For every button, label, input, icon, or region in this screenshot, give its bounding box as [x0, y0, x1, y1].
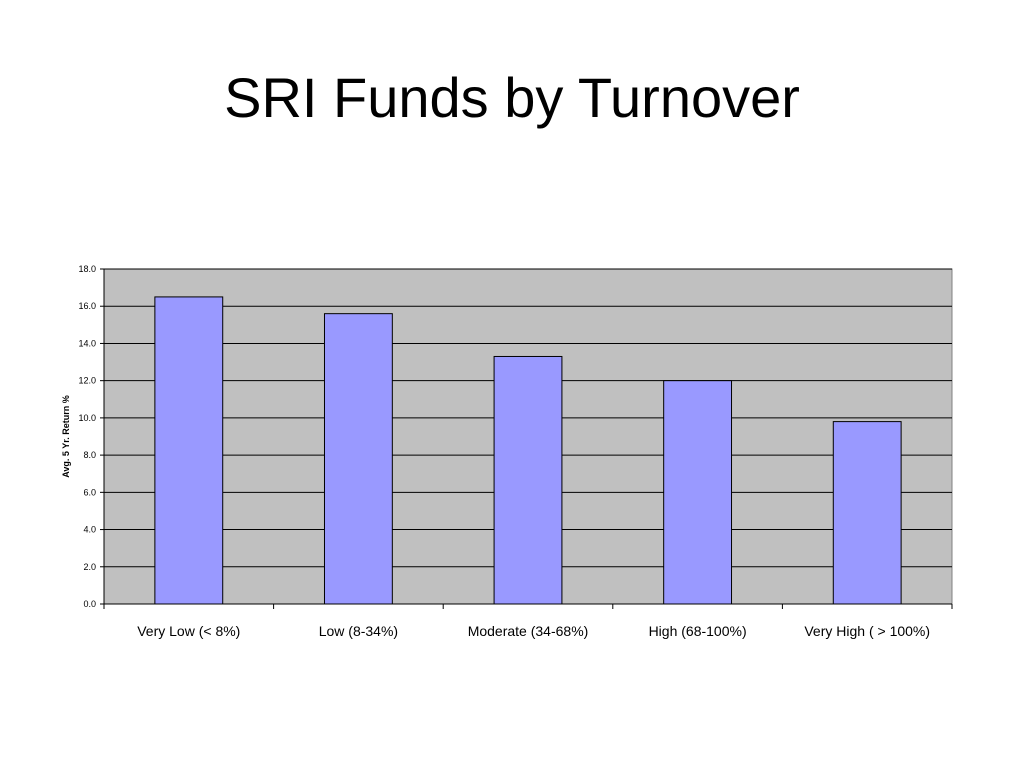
axes: [100, 268, 953, 609]
x-category-label: High (68-100%): [649, 623, 747, 639]
y-tick-label: 10.0: [78, 413, 96, 423]
y-tick-label: 12.0: [78, 376, 96, 386]
bar: [323, 313, 393, 605]
bar: [493, 355, 563, 605]
y-tick-label: 2.0: [83, 562, 96, 572]
x-category-label: Low (8-34%): [319, 623, 398, 639]
x-category-label: Moderate (34-68%): [468, 623, 589, 639]
y-tick-label: 4.0: [83, 525, 96, 535]
y-axis-title: Avg. 5 Yr. Return %: [61, 395, 71, 478]
y-tick-label: 14.0: [78, 338, 96, 348]
y-tick-labels: 0.0 2.0 4.0 6.0 8.0 10.0 12.0 14.0 16.0 18.0: [78, 264, 96, 609]
x-category-label: Very Low (< 8%): [137, 623, 240, 639]
y-tick-label: 18.0: [78, 264, 96, 274]
bar: [663, 380, 733, 605]
bar: [832, 421, 902, 605]
x-category-label: Very High ( > 100%): [804, 623, 930, 639]
bar: [154, 296, 224, 605]
y-tick-label: 0.0: [83, 599, 96, 609]
bars: [154, 296, 902, 605]
x-category-labels: Very Low (< 8%) Low (8-34%) Moderate (34-6…: [137, 623, 930, 639]
y-tick-label: 16.0: [78, 301, 96, 311]
slide-title: SRI Funds by Turnover: [224, 66, 800, 129]
y-tick-label: 8.0: [83, 450, 96, 460]
y-tick-label: 6.0: [83, 487, 96, 497]
